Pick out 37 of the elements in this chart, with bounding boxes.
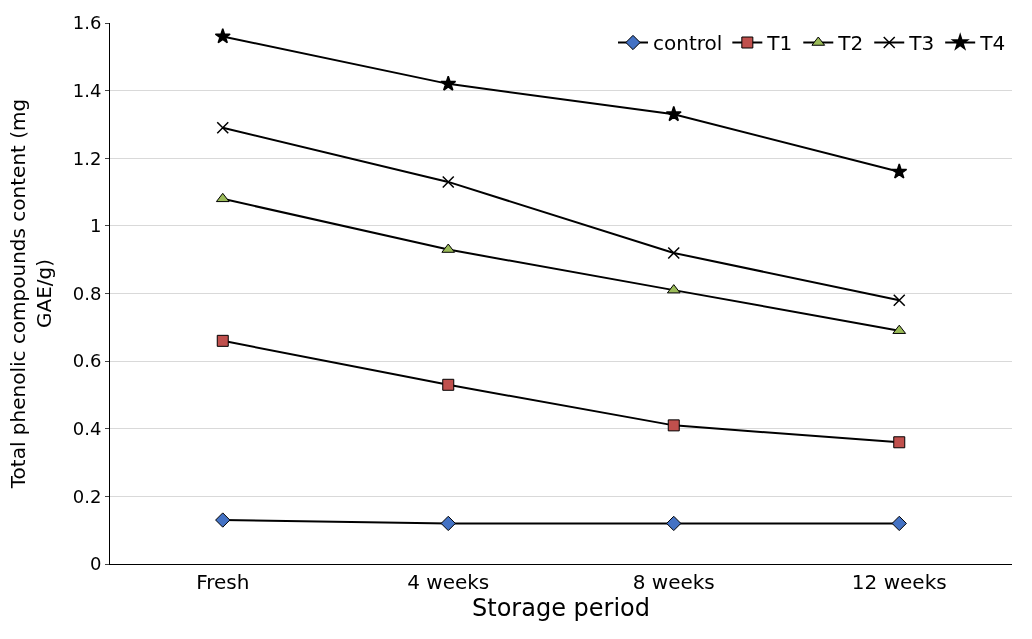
x-tick-label: 12 weeks xyxy=(851,570,947,594)
y-tick-label: 1.4 xyxy=(72,79,102,101)
legend-label: T3 xyxy=(908,31,935,56)
y-tick-label: 0 xyxy=(89,553,102,575)
y-tick-label: 0.8 xyxy=(72,282,102,304)
x-tick-label: Fresh xyxy=(196,570,250,594)
point xyxy=(216,121,229,135)
point xyxy=(442,378,455,391)
y-axis-title: Total phenolic compounds content (mg GAE/g) xyxy=(6,98,57,490)
point xyxy=(891,163,908,179)
legend-label: T1 xyxy=(766,31,793,56)
point xyxy=(215,192,230,203)
point xyxy=(893,294,906,307)
point xyxy=(667,246,680,260)
point xyxy=(216,334,229,347)
x-tick-label: 8 weeks xyxy=(632,570,715,594)
y-tick-label: 1.6 xyxy=(72,12,102,34)
point xyxy=(440,515,456,532)
point xyxy=(893,436,906,449)
y-tick-label: 0.4 xyxy=(72,418,102,440)
y-tick-label: 1 xyxy=(89,215,102,237)
x-axis-title: Storage period xyxy=(472,594,650,622)
y-tick-label: 1.2 xyxy=(72,147,102,169)
y-tick-label: 0.2 xyxy=(72,485,102,507)
legend-label: control xyxy=(653,31,723,56)
point xyxy=(666,515,682,532)
legend-label: T4 xyxy=(979,31,1006,56)
point xyxy=(215,512,231,528)
point xyxy=(442,175,455,189)
y-tick-label: 0.6 xyxy=(72,350,102,372)
point xyxy=(891,515,907,532)
point xyxy=(665,105,682,122)
legend-label: T2 xyxy=(837,31,864,56)
point xyxy=(440,75,457,91)
point xyxy=(214,28,231,44)
point xyxy=(667,419,680,432)
x-tick-label: 4 weeks xyxy=(407,570,490,594)
